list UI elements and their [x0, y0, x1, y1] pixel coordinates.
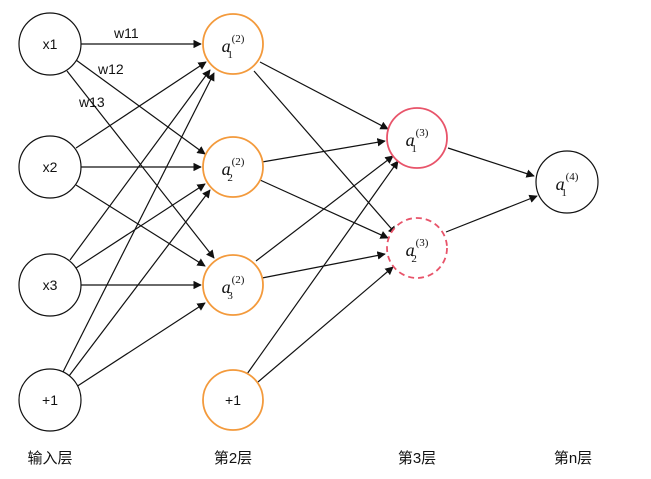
- edge-hbias-a31: [246, 160, 399, 375]
- svg-text:a(2)1: a(2) 1: [222, 33, 245, 61]
- hidden-bias-node: +1: [202, 369, 264, 431]
- hidden-node-a22-sup: (2): [232, 156, 245, 168]
- hidden-bias-node-label: +1: [225, 392, 241, 408]
- edge-a21-a32: [253, 70, 397, 235]
- edge-x1-a22: [75, 59, 206, 155]
- edge-a22-a31: [261, 138, 386, 163]
- hidden-node-a23-sub: 3: [227, 290, 233, 302]
- edge-x3-a22: [75, 183, 206, 269]
- svg-text:a(3)2: a(3) 2: [406, 237, 429, 265]
- hidden-node-a23: a(2) 3: [202, 254, 264, 316]
- layer3-node-a31: a(3) 1: [386, 107, 448, 169]
- layer3-node-a31-sub: 1: [411, 143, 417, 155]
- layer3-node-a32-base: a: [406, 240, 415, 260]
- svg-text:a(4)1: a(4) 1: [556, 171, 579, 199]
- edge-a21-a31: [259, 61, 389, 130]
- layer3-node-a31-sup: (3): [416, 127, 429, 139]
- hidden-node-a21-sub: 1: [227, 49, 233, 61]
- layer3-node-a32-sup: (3): [416, 237, 429, 249]
- svg-text:a(2)3: a(2) 3: [222, 274, 245, 302]
- hidden-node-a22-base: a: [222, 159, 231, 179]
- layer-label-second: 第2层: [214, 449, 252, 467]
- svg-text:a(2)2: a(2) 2: [222, 156, 245, 184]
- edge-hbias-a32: [257, 266, 394, 383]
- edge-x2-a21: [75, 61, 207, 149]
- hidden-node-a22-sub: 2: [227, 172, 233, 184]
- input-node-x3-label: x3: [43, 277, 58, 293]
- edge-bias-a23: [75, 302, 206, 388]
- edges: [62, 39, 538, 388]
- hidden-node-a23-base: a: [222, 277, 231, 297]
- layer3-node-a32-sub: 2: [411, 253, 417, 265]
- hidden-node-a21: a(2) 1: [202, 13, 264, 75]
- edge-a23-a31: [255, 155, 394, 262]
- edge-a31-a41: [447, 147, 535, 178]
- svg-text:a(3)1: a(3) 1: [406, 127, 429, 155]
- input-node-x1-label: x1: [43, 36, 58, 52]
- output-node-a41-sup: (4): [566, 171, 579, 183]
- hidden-node-a23-sup: (2): [232, 274, 245, 286]
- input-node-x2-label: x2: [43, 159, 58, 175]
- output-node-a41-sub: 1: [561, 187, 567, 199]
- layer3-node-a31-base: a: [406, 130, 415, 150]
- weight-label-w11: w11: [113, 25, 139, 41]
- hidden-node-a22: a(2) 2: [202, 136, 264, 198]
- weight-label-w13: w13: [78, 94, 105, 110]
- edge-a32-a41: [445, 194, 538, 233]
- output-node-a41: a(4) 1: [535, 150, 599, 214]
- hidden-node-a21-sup: (2): [232, 33, 245, 45]
- edge-x3-a21: [69, 69, 211, 261]
- input-bias-node-label: +1: [42, 392, 58, 408]
- input-node-x1: x1: [18, 12, 82, 76]
- edge-bias-a22: [68, 189, 211, 377]
- input-node-x3: x3: [18, 253, 82, 317]
- edge-bias-a21: [62, 72, 215, 373]
- input-node-x2: x2: [18, 135, 82, 199]
- layer-label-input: 输入层: [27, 450, 72, 467]
- input-bias-node: +1: [18, 368, 82, 432]
- hidden-node-a21-base: a: [222, 36, 231, 56]
- layer-label-nth: 第n层: [554, 449, 592, 467]
- output-node-a41-base: a: [556, 174, 565, 194]
- layer3-node-a32: a(3) 2: [386, 217, 448, 279]
- layer-label-third: 第3层: [398, 449, 436, 467]
- weight-label-w12: w12: [97, 61, 124, 77]
